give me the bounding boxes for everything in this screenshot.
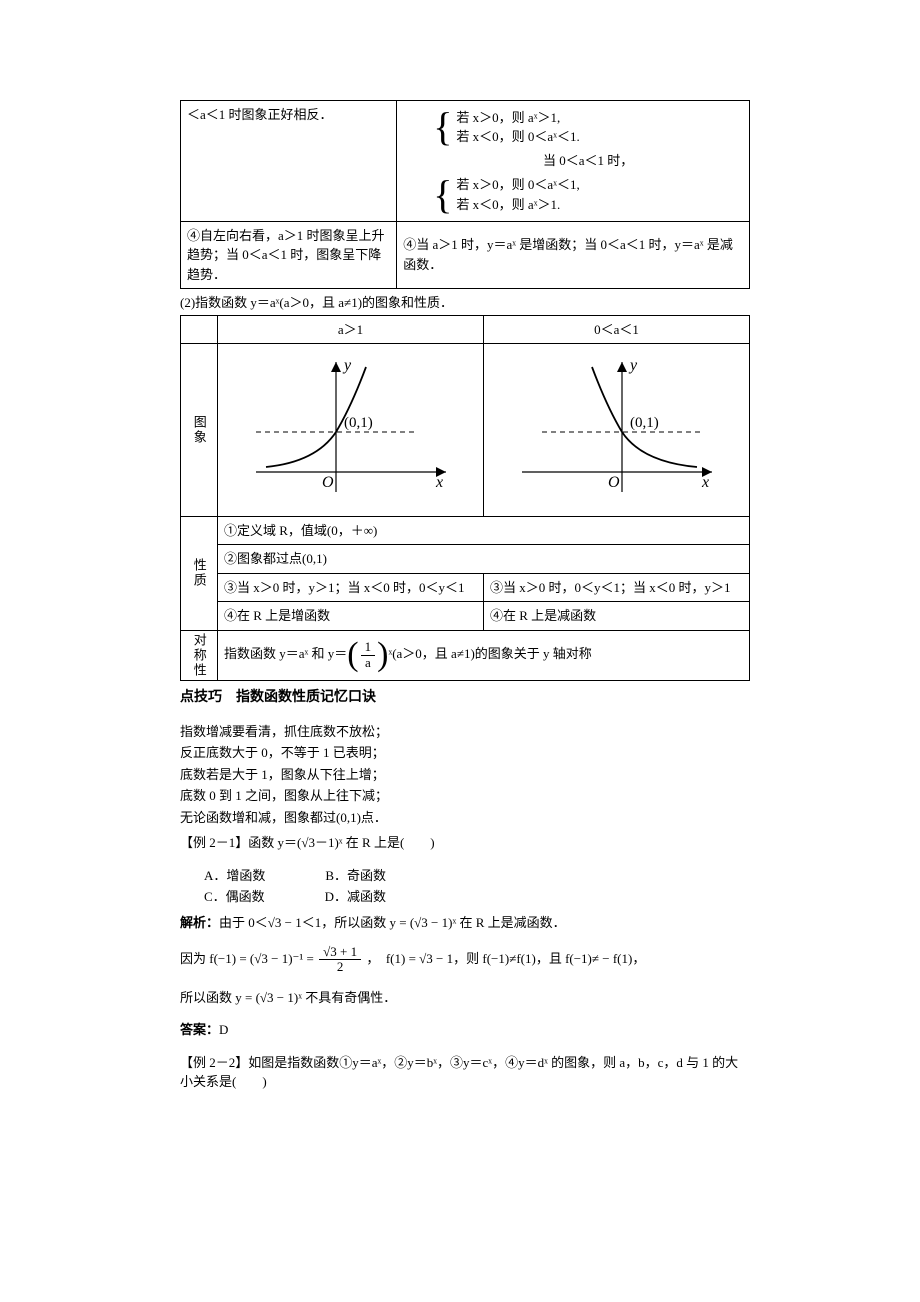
x-label: x [701,474,709,491]
graph-a-gt-1: y x O (0,1) [218,344,484,517]
t2-p1: ①定义域 R，值域(0，＋∞) [218,516,750,545]
ex21-optD: D．减函数 [325,887,386,907]
tip-l4: 底数 0 到 1 之间，图象从上往下减； [180,786,750,806]
y-label: y [628,357,638,374]
ex21-optA: A．增函数 [204,866,265,886]
tip-l2: 反正底数大于 0，不等于 1 已表明； [180,743,750,763]
table-exp-properties: a＞1 0＜a＜1 图象 y x O (0,1) [180,315,750,681]
brace-icon: { [433,175,452,215]
mid-text: 当 0＜a＜1 时， [433,151,743,171]
t2-p3a: ③当 x＞0 时，y＞1；当 x＜0 时，0＜y＜1 [218,573,484,602]
sym-before: 指数函数 y＝aˣ 和 y＝ [224,646,347,661]
case1-line1: 若 x＞0，则 aˣ＞1, [456,108,579,128]
t2-graph-label: 图象 [181,344,218,517]
case2-line1: 若 x＞0，则 0＜aˣ＜1, [456,175,579,195]
ex21-analysis-3: 所以函数 y = (√3 − 1)ˣ 不具有奇偶性． [180,988,750,1008]
ex21-optB: B．奇函数 [325,866,386,886]
ex21-analysis-2: 因为 f(−1) = (√3 − 1)⁻¹ = √3 + 12 ， f(1) =… [180,945,750,975]
ex21-answer: 答案：D [180,1020,750,1040]
graph-a-lt-1: y x O (0,1) [484,344,750,517]
t2-sym: 指数函数 y＝aˣ 和 y＝(1a)ˣ(a＞0，且 a≠1)的图象关于 y 轴对… [218,630,750,680]
t2-p4a: ④在 R 上是增函数 [218,602,484,631]
origin-label: O [608,474,620,491]
ex22-title: 【例 2－2】如图是指数函数①y＝aˣ，②y＝bˣ，③y＝cˣ，④y＝dˣ 的图… [180,1053,750,1092]
answer-label: 答案： [180,1022,219,1037]
t2-p4b: ④在 R 上是减函数 [484,602,750,631]
brace-icon: { [433,107,452,147]
al2b: ， f(1) = √3 − 1，则 f(−1)≠f(1)，且 f(−1)≠ − … [363,951,645,966]
tip-l5: 无论函数增和减，图象都过(0,1)点． [180,808,750,828]
t2-sym-label: 对称性 [181,630,218,680]
t2-p2: ②图象都过点(0,1) [218,545,750,574]
t1-row1-right: { 若 x＞0，则 aˣ＞1, 若 x＜0，则 0＜aˣ＜1. 当 0＜a＜1 … [397,101,750,222]
analysis-label: 解析： [180,915,219,930]
ex21-optC: C．偶函数 [204,887,265,907]
analysis-l1: 由于 0＜√3 − 1＜1，所以函数 y = (√3 − 1)ˣ 在 R 上是减… [219,915,566,930]
case2-line2: 若 x＜0，则 aˣ＞1. [456,195,579,215]
tip-title: 点技巧 指数函数性质记忆口诀 [180,687,750,708]
t2-prop-label: 性质 [181,516,218,630]
al2a: 因为 f(−1) = (√3 − 1)⁻¹ = [180,951,317,966]
intro-2: (2)指数函数 y＝aˣ(a＞0，且 a≠1)的图象和性质． [180,293,750,313]
t1-row2-left: ④自左向右看，a＞1 时图象呈上升趋势；当 0＜a＜1 时，图象呈下降趋势． [181,221,397,289]
t2-h1: a＞1 [218,315,484,344]
x-label: x [435,474,443,491]
ex21-title: 【例 2－1】函数 y＝(√3－1)ˣ 在 R 上是( ) [180,833,750,853]
y-label: y [342,357,352,374]
table-prev-properties: ＜a＜1 时图象正好相反． { 若 x＞0，则 aˣ＞1, 若 x＜0，则 0＜… [180,100,750,289]
t2-p3b: ③当 x＞0 时，0＜y＜1；当 x＜0 时，y＞1 [484,573,750,602]
answer-value: D [219,1022,228,1037]
tip-l3: 底数若是大于 1，图象从下往上增； [180,765,750,785]
case1-line2: 若 x＜0，则 0＜aˣ＜1. [456,127,579,147]
point-label: (0,1) [344,415,373,431]
t2-h2: 0＜a＜1 [484,315,750,344]
t1-row2-right: ④当 a＞1 时，y＝aˣ 是增函数；当 0＜a＜1 时，y＝aˣ 是减函数． [397,221,750,289]
point-label: (0,1) [630,415,659,431]
sym-after: ˣ(a＞0，且 a≠1)的图象关于 y 轴对称 [388,646,591,661]
origin-label: O [322,474,334,491]
tip-l1: 指数增减要看清，抓住底数不放松； [180,722,750,742]
t1-row1-left: ＜a＜1 时图象正好相反． [181,101,397,222]
ex21-analysis-1: 解析：由于 0＜√3 − 1＜1，所以函数 y = (√3 − 1)ˣ 在 R … [180,913,750,933]
